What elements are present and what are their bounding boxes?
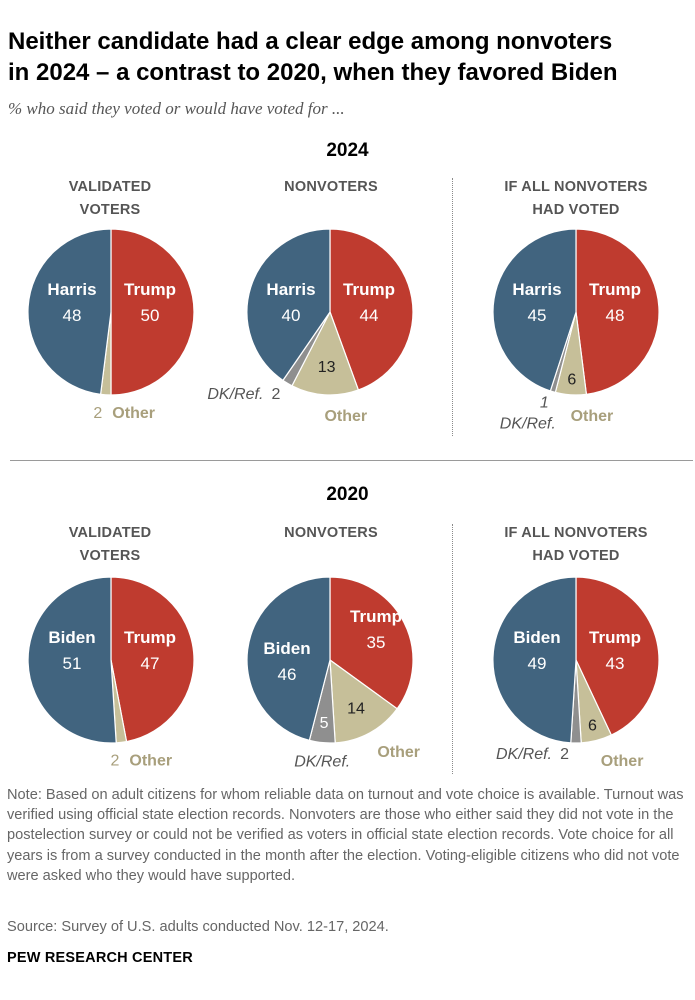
header-line: HAD VOTED [532, 202, 620, 218]
header-nonvoters-2020: NONVOTERS [231, 522, 431, 545]
pie-slice-biden [492, 576, 577, 744]
slice-name-other: Other [324, 408, 367, 425]
pie-slice-biden [27, 576, 117, 744]
chart-subtitle: % who said they voted or would have vote… [8, 99, 345, 118]
pie-slice-other [329, 658, 398, 744]
slice-name-harris: Harris [47, 280, 96, 299]
slice-name-biden: Biden [513, 628, 560, 647]
header-line: NONVOTERS [284, 525, 378, 541]
pie-slice-trump [575, 576, 660, 736]
slice-value-dk-ref: 5 [320, 715, 329, 732]
column-divider [452, 524, 453, 774]
slice-value-trump: 50 [141, 306, 160, 325]
header-line: VOTERS [79, 202, 141, 218]
slice-value-harris: 45 [528, 306, 547, 325]
slice-value-other: 6 [588, 717, 597, 734]
slice-name-dk-ref: DK/Ref. [207, 386, 263, 403]
header-line: IF ALL NONVOTERS [504, 179, 648, 195]
slice-value-biden: 51 [63, 654, 82, 673]
slice-value-harris: 48 [63, 306, 82, 325]
slice-name-trump: Trump [124, 280, 176, 299]
slice-name-trump: Trump [350, 607, 402, 626]
footnote: Note: Based on adult citizens for whom r… [7, 787, 684, 884]
brand-logo: PEW RESEARCH CENTER [7, 950, 193, 966]
year-heading-2024: 2024 [326, 140, 369, 161]
slice-name-trump: Trump [124, 628, 176, 647]
slice-value-other: 2 [110, 752, 119, 769]
slice-value-other: 6 [567, 371, 576, 388]
slice-name-trump: Trump [589, 628, 641, 647]
header-line: VOTERS [79, 548, 141, 564]
slice-value-other: 13 [318, 359, 336, 376]
pie-slice-trump [110, 228, 195, 396]
header-validated-voters-2020: VALIDATED VOTERS [10, 522, 210, 568]
chart-title: Neither candidate had a clear edge among… [8, 26, 693, 88]
header-all-nonvoters-2024: IF ALL NONVOTERS HAD VOTED [476, 176, 676, 222]
slice-name-biden: Biden [48, 628, 95, 647]
header-validated-voters-2024: VALIDATED VOTERS [10, 176, 210, 222]
slice-name-biden: Biden [263, 639, 310, 658]
slice-value-trump: 47 [141, 654, 160, 673]
pie-slice-trump [575, 228, 660, 396]
title-line-1: Neither candidate had a clear edge among… [8, 28, 613, 55]
year-heading-2020: 2020 [326, 484, 369, 505]
pie-slice-harris [27, 228, 112, 396]
pie-slice-biden [246, 576, 331, 742]
slice-name-dk-ref: DK/Ref. [500, 416, 556, 433]
slice-name-harris: Harris [266, 280, 315, 299]
slice-name-harris: Harris [512, 280, 561, 299]
slice-value-trump: 48 [606, 306, 625, 325]
pie-slice-trump [110, 576, 195, 743]
pie-slice-trump [329, 576, 414, 710]
header-line: IF ALL NONVOTERS [504, 525, 648, 541]
slice-name-trump: Trump [589, 280, 641, 299]
section-divider [10, 460, 693, 461]
header-all-nonvoters-2020: IF ALL NONVOTERS HAD VOTED [476, 522, 676, 568]
slice-name-other: Other [377, 744, 420, 761]
column-divider [452, 178, 453, 436]
pie-slice-other [291, 310, 360, 396]
slice-value-biden: 46 [278, 665, 297, 684]
pie-slice-harris [246, 228, 331, 382]
pie-slice-harris [492, 228, 577, 392]
slice-name-other: Other [129, 752, 172, 769]
header-line: NONVOTERS [284, 179, 378, 195]
slice-name-other: Other [112, 405, 155, 422]
slice-value-trump: 44 [360, 306, 379, 325]
slice-name-trump: Trump [343, 280, 395, 299]
title-line-2: in 2024 – a contrast to 2020, when they … [8, 59, 618, 86]
slice-name-dk-ref: DK/Ref. [496, 746, 552, 763]
slice-name-dk-ref: DK/Ref. [294, 754, 350, 771]
slice-value-harris: 40 [282, 306, 301, 325]
slice-value-trump: 43 [606, 654, 625, 673]
slice-value-dk-ref: 1 [540, 395, 549, 412]
slice-value-trump: 35 [367, 633, 386, 652]
header-nonvoters-2024: NONVOTERS [231, 176, 431, 199]
header-line: VALIDATED [68, 179, 152, 195]
source-line: Source: Survey of U.S. adults conducted … [7, 919, 389, 935]
header-line: VALIDATED [68, 525, 152, 541]
slice-value-dk-ref: 2 [271, 386, 280, 403]
slice-value-other: 14 [347, 700, 365, 717]
slice-value-biden: 49 [528, 654, 547, 673]
pie-slice-trump [329, 228, 414, 391]
slice-value-dk-ref: 2 [560, 746, 569, 763]
slice-name-other: Other [571, 408, 614, 425]
header-line: HAD VOTED [532, 548, 620, 564]
slice-name-other: Other [601, 753, 644, 770]
slice-value-other: 2 [93, 405, 102, 422]
